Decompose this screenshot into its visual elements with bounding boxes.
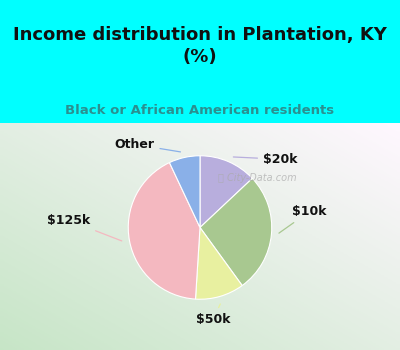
Text: Other: Other bbox=[114, 138, 180, 152]
Text: ⓘ City-Data.com: ⓘ City-Data.com bbox=[218, 173, 297, 183]
Text: $125k: $125k bbox=[47, 214, 122, 241]
Text: $50k: $50k bbox=[196, 304, 230, 326]
Wedge shape bbox=[128, 163, 200, 299]
Wedge shape bbox=[196, 228, 242, 299]
Text: $20k: $20k bbox=[233, 153, 298, 166]
Wedge shape bbox=[200, 178, 272, 286]
Wedge shape bbox=[170, 156, 200, 228]
Text: Income distribution in Plantation, KY
(%): Income distribution in Plantation, KY (%… bbox=[13, 26, 387, 66]
Wedge shape bbox=[200, 156, 252, 228]
Text: $10k: $10k bbox=[279, 205, 326, 233]
Text: Black or African American residents: Black or African American residents bbox=[66, 104, 334, 117]
